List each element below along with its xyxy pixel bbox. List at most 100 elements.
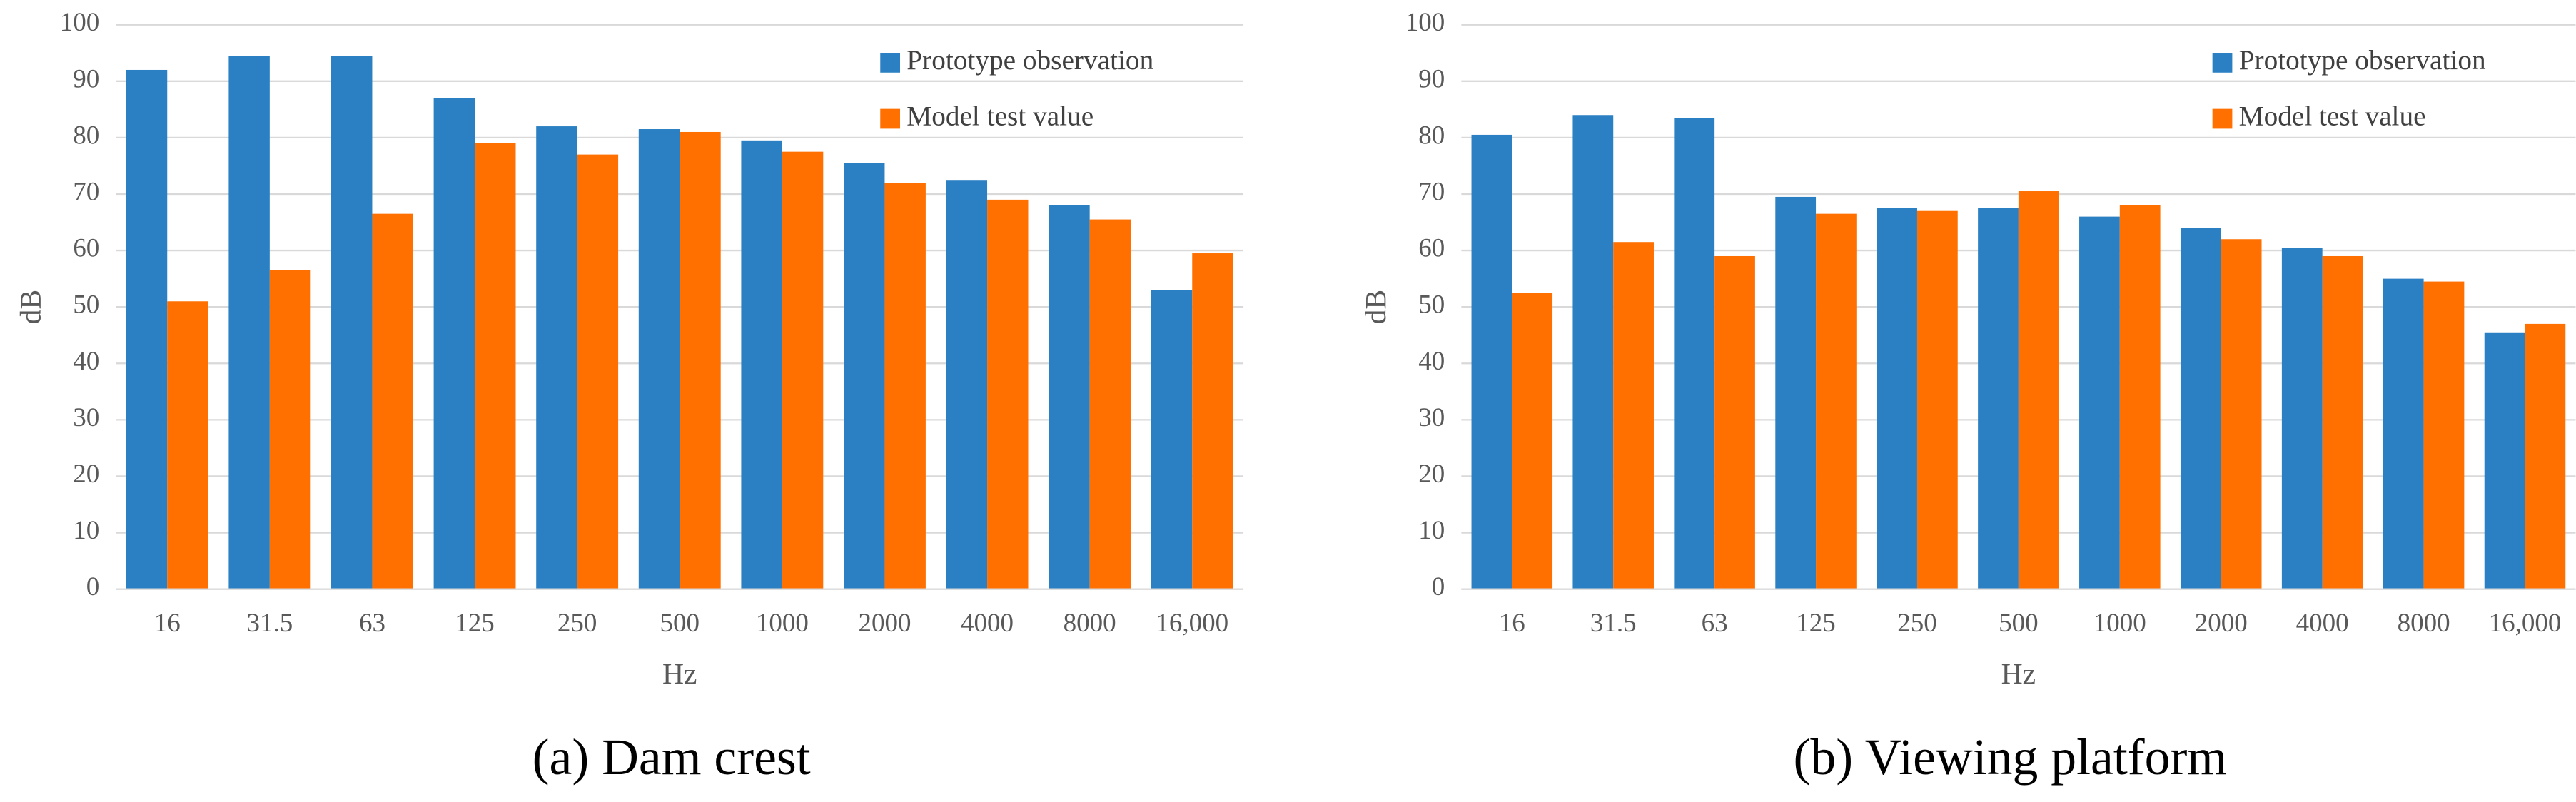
y-tick-label: 0 xyxy=(86,572,100,602)
x-tick-label: 250 xyxy=(1897,609,1937,638)
y-tick-label: 80 xyxy=(73,121,99,150)
legend-label: Model test value xyxy=(2239,101,2426,132)
y-tick-label: 50 xyxy=(73,290,99,320)
bar xyxy=(2119,205,2161,589)
y-tick-label: 20 xyxy=(1418,460,1445,489)
x-tick-label: 2000 xyxy=(2195,609,2248,638)
bar xyxy=(680,131,721,589)
y-tick-label: 100 xyxy=(1405,8,1445,37)
bar xyxy=(1192,253,1233,589)
y-tick-label: 60 xyxy=(1418,234,1445,263)
y-tick-label: 10 xyxy=(1418,516,1445,545)
x-tick-label: 63 xyxy=(1702,609,1728,638)
bar xyxy=(331,56,373,589)
y-tick-label: 20 xyxy=(73,460,99,489)
bar xyxy=(269,270,311,589)
x-tick-label: 63 xyxy=(359,609,385,638)
bar xyxy=(638,129,680,589)
x-tick-label: 8000 xyxy=(2398,609,2450,638)
bar xyxy=(1916,210,1958,589)
bar xyxy=(987,199,1029,589)
y-tick-label: 40 xyxy=(73,347,99,376)
bar xyxy=(1471,134,1512,589)
legend-swatch xyxy=(2212,53,2233,73)
bar xyxy=(946,180,988,589)
bar xyxy=(741,140,782,589)
y-tick-label: 40 xyxy=(1418,347,1445,376)
x-tick-label: 125 xyxy=(455,609,495,638)
bar xyxy=(1512,293,1553,589)
bar xyxy=(782,151,824,589)
bar xyxy=(2221,239,2262,589)
bar xyxy=(2383,278,2424,589)
y-axis-label: dB xyxy=(14,290,47,325)
bar xyxy=(2180,228,2221,589)
bar xyxy=(844,163,885,589)
x-tick-label: 500 xyxy=(1999,609,2039,638)
x-tick-label: 8000 xyxy=(1064,609,1116,638)
bar xyxy=(1978,208,2019,589)
x-tick-label: 1000 xyxy=(2093,609,2146,638)
y-tick-label: 30 xyxy=(73,403,99,432)
bar xyxy=(1089,219,1131,589)
y-tick-label: 70 xyxy=(1418,177,1445,206)
x-tick-label: 16 xyxy=(1499,609,1525,638)
bar xyxy=(577,154,619,589)
legend-swatch xyxy=(880,53,901,73)
bar xyxy=(1049,205,1090,589)
x-tick-label: 1000 xyxy=(756,609,809,638)
x-tick-label: 500 xyxy=(660,609,699,638)
bar xyxy=(167,301,208,589)
x-axis-label: Hz xyxy=(662,658,697,691)
y-tick-label: 30 xyxy=(1418,403,1445,432)
bar xyxy=(1877,208,1917,589)
bar xyxy=(2079,216,2120,589)
bar xyxy=(1151,290,1193,589)
y-tick-label: 90 xyxy=(1418,64,1445,93)
legend-swatch xyxy=(2212,108,2233,129)
bar xyxy=(1572,115,1614,589)
y-tick-label: 0 xyxy=(1432,572,1445,602)
legend-label: Prototype observation xyxy=(2239,44,2486,76)
bar xyxy=(1816,213,1857,589)
bar xyxy=(536,126,577,589)
bar xyxy=(1714,255,1755,589)
y-axis-label: dB xyxy=(1360,290,1393,325)
x-tick-label: 4000 xyxy=(961,609,1014,638)
x-tick-label: 16,000 xyxy=(2489,609,2562,638)
x-tick-label: 4000 xyxy=(2296,609,2349,638)
bar xyxy=(475,143,516,589)
x-tick-label: 31.5 xyxy=(246,609,293,638)
caption: (a) Dam crest xyxy=(532,729,811,786)
bar xyxy=(1674,118,1715,589)
bar xyxy=(884,183,926,589)
x-tick-label: 125 xyxy=(1796,609,1836,638)
x-tick-label: 2000 xyxy=(858,609,911,638)
y-tick-label: 90 xyxy=(73,64,99,93)
bar xyxy=(2423,281,2465,589)
bar xyxy=(2281,248,2323,589)
y-tick-label: 10 xyxy=(73,516,99,545)
legend-label: Model test value xyxy=(906,101,1093,132)
caption: (b) Viewing platform xyxy=(1794,729,2228,786)
bar xyxy=(2018,191,2059,589)
bar xyxy=(433,98,475,589)
y-tick-label: 60 xyxy=(73,234,99,263)
bar xyxy=(126,69,168,589)
bar xyxy=(228,56,270,589)
bar xyxy=(2484,332,2525,589)
x-tick-label: 16,000 xyxy=(1156,609,1228,638)
y-tick-label: 70 xyxy=(73,177,99,206)
y-tick-label: 80 xyxy=(1418,121,1445,150)
x-axis-label: Hz xyxy=(2001,658,2036,691)
bar xyxy=(2525,323,2566,589)
bar xyxy=(1775,196,1817,589)
bar xyxy=(372,213,413,589)
x-tick-label: 16 xyxy=(154,609,181,638)
legend-label: Prototype observation xyxy=(906,44,1153,76)
bar xyxy=(1613,242,1654,589)
x-tick-label: 31.5 xyxy=(1590,609,1637,638)
x-tick-label: 250 xyxy=(557,609,597,638)
bar xyxy=(2322,255,2363,589)
